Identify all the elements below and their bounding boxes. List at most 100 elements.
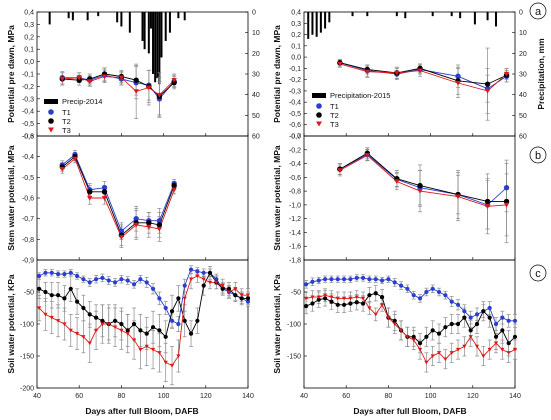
marker-t1 xyxy=(156,218,163,224)
marker-t3 xyxy=(484,204,491,209)
marker-t3 xyxy=(87,79,93,85)
precip-bar xyxy=(116,12,119,23)
legend-2014-t3-marker xyxy=(48,127,54,133)
marker-t2 xyxy=(93,315,99,320)
marker-t2 xyxy=(360,301,366,306)
marker-t3 xyxy=(207,280,213,285)
marker-t1 xyxy=(304,282,309,287)
marker-t3 xyxy=(76,75,82,81)
marker-t3 xyxy=(146,224,152,230)
ylabel-pre-dawn-2014: Potential pre dawn, MPa xyxy=(6,25,16,123)
marker-t1 xyxy=(424,289,429,295)
marker-t2 xyxy=(150,325,156,330)
precip-bar xyxy=(160,12,163,58)
marker-t3 xyxy=(59,166,66,172)
marker-t2 xyxy=(373,291,378,296)
marker-t3 xyxy=(156,92,163,98)
marker-t2 xyxy=(500,328,505,333)
marker-t3 xyxy=(373,312,378,317)
legend-2015-precip-swatch xyxy=(312,93,326,98)
marker-t2 xyxy=(56,293,61,298)
marker-t3 xyxy=(436,351,442,355)
series-markers xyxy=(37,60,518,368)
panel-letter-c: c xyxy=(535,268,541,280)
marker-t1 xyxy=(68,270,73,275)
marker-t3 xyxy=(386,315,391,320)
marker-t2 xyxy=(424,334,429,339)
legend-2015-t1-marker xyxy=(316,103,322,109)
marker-t3 xyxy=(360,296,366,301)
marker-t1 xyxy=(195,269,200,274)
ytick-label-b2014: -0,3 xyxy=(22,134,34,141)
marker-t3 xyxy=(68,328,73,333)
legend-2015-t3-marker xyxy=(316,121,322,127)
ytick-label-a2015: 0,4 xyxy=(291,10,301,17)
precip-tick-label-a2014: 0 xyxy=(252,10,256,17)
precip-bar xyxy=(164,12,167,41)
marker-t3 xyxy=(417,347,423,352)
marker-t3 xyxy=(169,363,175,368)
xlabel-2015: Days after full Bloom, DAFB xyxy=(353,406,466,416)
legend-2014-precip-swatch xyxy=(44,99,58,104)
marker-t1 xyxy=(163,305,168,311)
marker-t3 xyxy=(56,319,61,323)
marker-t3 xyxy=(348,296,353,301)
ytick-label-b2014: -0,5 xyxy=(22,175,34,182)
marker-t3 xyxy=(337,168,343,174)
axis-ticks: 0,4 0,3 0,2 0,1 0,0 -0,1 -0,2 -0,3 -0,4 -0,5 -0,6 0… xyxy=(20,10,527,401)
marker-t3 xyxy=(379,303,385,307)
marker-t2 xyxy=(220,286,225,291)
ytick-label-b2015: -0,8 xyxy=(289,189,301,196)
precip-bar xyxy=(473,12,476,25)
marker-t3 xyxy=(188,277,194,282)
marker-t3 xyxy=(171,187,177,193)
marker-t3 xyxy=(81,335,86,339)
marker-t2 xyxy=(449,321,454,327)
marker-t2 xyxy=(354,300,359,305)
marker-t3 xyxy=(455,80,461,86)
marker-t1 xyxy=(188,267,194,272)
marker-t3 xyxy=(220,283,225,288)
marker-t1 xyxy=(398,283,404,288)
ylabel-stem-2015: Stem water potential, MPa xyxy=(272,145,282,251)
marker-t2 xyxy=(411,334,416,339)
legend-2014-t1-label: T1 xyxy=(62,108,71,117)
marker-t3 xyxy=(430,354,435,359)
precip-bar xyxy=(404,12,407,19)
marker-t1 xyxy=(455,302,461,307)
line-t3-c2015 xyxy=(306,294,516,364)
precip-tick-label-a2015: 10 xyxy=(519,30,527,37)
xtick-label-c2015: 100 xyxy=(425,393,437,400)
precip-bar xyxy=(177,12,180,19)
marker-t3 xyxy=(62,322,67,327)
marker-t1 xyxy=(112,280,118,285)
marker-t1 xyxy=(150,286,156,291)
marker-t3 xyxy=(424,360,429,365)
panel-letter-b-circle xyxy=(529,146,547,164)
ytick-label-c2014: -150 xyxy=(20,354,34,361)
marker-t2 xyxy=(310,301,315,306)
xtick-label-c2014: 140 xyxy=(242,393,254,400)
marker-t1 xyxy=(360,275,366,281)
precip-bar xyxy=(67,12,70,19)
marker-t2 xyxy=(43,289,48,295)
marker-t1 xyxy=(474,312,480,317)
marker-t2 xyxy=(146,220,152,226)
marker-t1 xyxy=(506,318,511,323)
marker-t2 xyxy=(157,328,162,333)
marker-t1 xyxy=(430,286,435,291)
marker-t2 xyxy=(474,321,480,327)
ytick-label-a2014: -0,1 xyxy=(22,72,34,79)
marker-t1 xyxy=(56,271,61,277)
marker-t2 xyxy=(487,315,492,320)
marker-t1 xyxy=(144,280,149,285)
marker-t2 xyxy=(62,296,67,301)
marker-t3 xyxy=(133,222,139,228)
xtick-label-c2014: 120 xyxy=(200,393,212,400)
marker-t3 xyxy=(503,71,510,77)
precip-tick-label-a2014: 60 xyxy=(252,134,260,141)
ylabel-soil-2014: Soil water potential, KPa xyxy=(6,274,16,373)
precip-bar xyxy=(149,12,152,29)
ytick-label-a2015: -0,5 xyxy=(289,111,301,118)
precip-tick-label-a2014: 30 xyxy=(252,72,260,79)
